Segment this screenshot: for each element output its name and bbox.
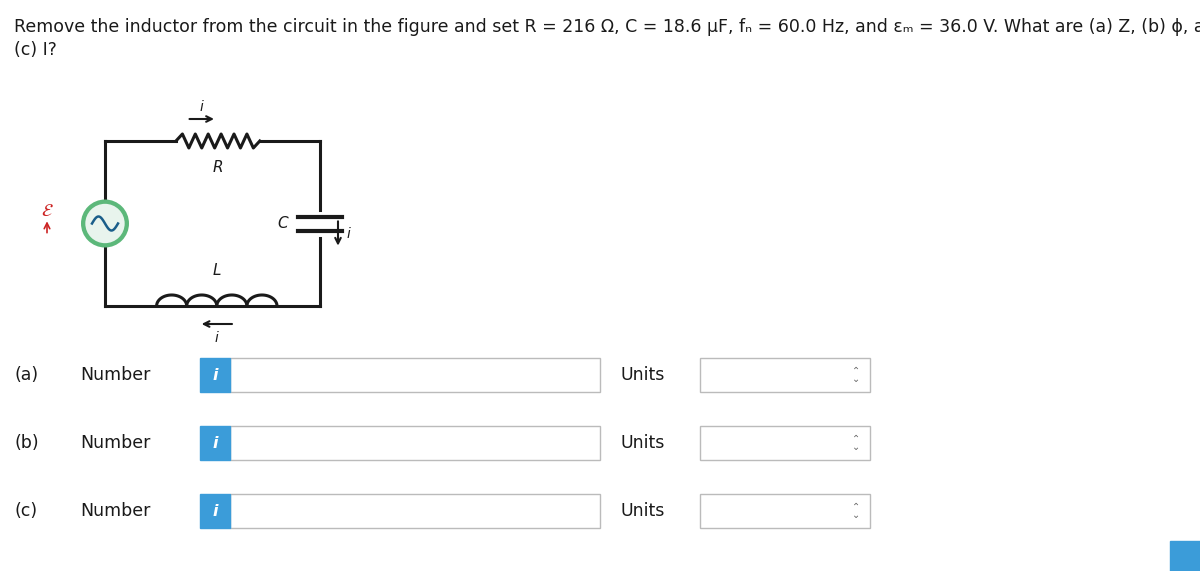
Text: $i$: $i$ (199, 99, 205, 114)
Text: ⌄: ⌄ (852, 374, 860, 384)
FancyBboxPatch shape (230, 494, 600, 528)
Text: $C$: $C$ (277, 215, 290, 231)
Text: ⌃: ⌃ (852, 434, 860, 444)
FancyBboxPatch shape (200, 494, 230, 528)
Text: $i$: $i$ (214, 330, 220, 345)
Text: $\mathcal{E}$: $\mathcal{E}$ (41, 203, 53, 220)
Text: ⌄: ⌄ (852, 442, 860, 452)
Text: Number: Number (80, 366, 150, 384)
Text: (a): (a) (14, 366, 38, 384)
Text: Number: Number (80, 502, 150, 520)
FancyBboxPatch shape (700, 494, 870, 528)
Text: i: i (212, 504, 217, 518)
FancyBboxPatch shape (200, 358, 230, 392)
Text: Units: Units (620, 366, 665, 384)
FancyBboxPatch shape (230, 426, 600, 460)
Text: i: i (212, 436, 217, 451)
Text: (c): (c) (14, 502, 37, 520)
Text: i: i (212, 368, 217, 383)
FancyBboxPatch shape (1170, 541, 1200, 571)
Text: ⌃: ⌃ (852, 366, 860, 376)
Text: $R$: $R$ (212, 159, 223, 175)
Text: Units: Units (620, 502, 665, 520)
Text: ⌃: ⌃ (852, 502, 860, 512)
Text: (b): (b) (14, 434, 38, 452)
Text: Remove the inductor from the circuit in the figure and set R = 216 Ω, C = 18.6 μ: Remove the inductor from the circuit in … (14, 18, 1200, 36)
FancyBboxPatch shape (230, 358, 600, 392)
Text: ⌄: ⌄ (852, 510, 860, 520)
FancyBboxPatch shape (700, 426, 870, 460)
Text: (c) I?: (c) I? (14, 41, 56, 59)
Text: $L$: $L$ (212, 262, 222, 278)
Circle shape (85, 204, 125, 243)
FancyBboxPatch shape (200, 426, 230, 460)
Circle shape (82, 199, 130, 247)
Text: $i$: $i$ (346, 226, 352, 241)
Text: Units: Units (620, 434, 665, 452)
FancyBboxPatch shape (700, 358, 870, 392)
Text: Number: Number (80, 434, 150, 452)
